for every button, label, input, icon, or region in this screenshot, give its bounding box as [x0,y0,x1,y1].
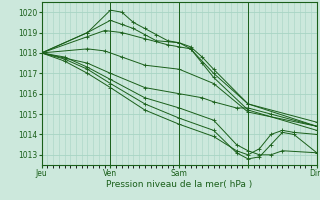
X-axis label: Pression niveau de la mer( hPa ): Pression niveau de la mer( hPa ) [106,180,252,189]
